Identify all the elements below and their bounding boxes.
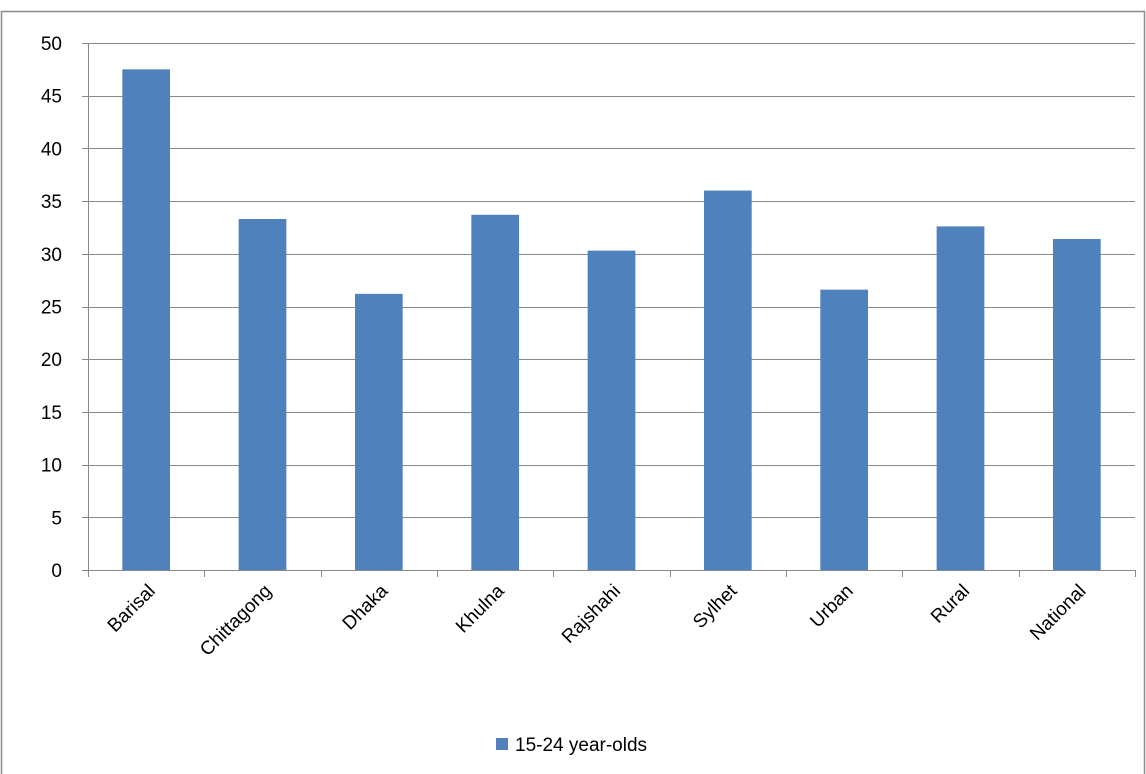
x-tick-label: Chittagong — [196, 581, 276, 661]
bar-rajshahi — [587, 250, 636, 570]
y-tick-label: 5 — [51, 508, 62, 529]
x-tick-label: Rajshahi — [558, 581, 625, 648]
y-tick-label: 20 — [41, 350, 62, 371]
y-tick-label: 15 — [41, 403, 62, 424]
x-tick-label: National — [1026, 581, 1090, 645]
bar-khulna — [471, 214, 520, 571]
bar-national — [1052, 239, 1101, 571]
x-tick-labels: Barisal Chittagong Dhaka Khulna Rajshahi Sylh… — [104, 580, 1091, 660]
chart-outline — [0, 10, 1146, 774]
y-tick-label: 50 — [41, 34, 62, 55]
x-tick-label: Urban — [806, 581, 857, 632]
y-tick-label: 45 — [41, 87, 62, 108]
legend-label: 15-24 year-olds — [515, 735, 647, 756]
bar-urban — [820, 289, 869, 570]
y-tick-labels: 0 5 10 15 20 25 30 35 40 45 50 — [41, 34, 62, 582]
y-tick-label: 40 — [41, 139, 62, 160]
y-tick-label: 0 — [51, 561, 62, 582]
x-tick-label: Dhaka — [339, 580, 393, 634]
legend: 15-24 year-olds — [496, 735, 647, 756]
chart-border — [0, 10, 1146, 774]
x-tick-label: Rural — [927, 581, 974, 628]
bars — [122, 69, 1101, 571]
x-tick-label: Sylhet — [689, 580, 742, 633]
legend-swatch — [496, 738, 508, 750]
x-tick-label: Barisal — [104, 581, 160, 637]
x-tick-label: Khulna — [452, 580, 509, 637]
y-tick-label: 25 — [41, 298, 62, 319]
bar-chittagong — [238, 219, 287, 570]
y-tick-label: 10 — [41, 456, 62, 477]
bar-sylhet — [703, 190, 752, 570]
bar-barisal — [122, 69, 171, 570]
y-tick-label: 35 — [41, 192, 62, 213]
axes — [82, 43, 1136, 577]
y-tick-label: 30 — [41, 245, 62, 266]
bar-rural — [936, 226, 985, 570]
bar-dhaka — [354, 293, 403, 570]
